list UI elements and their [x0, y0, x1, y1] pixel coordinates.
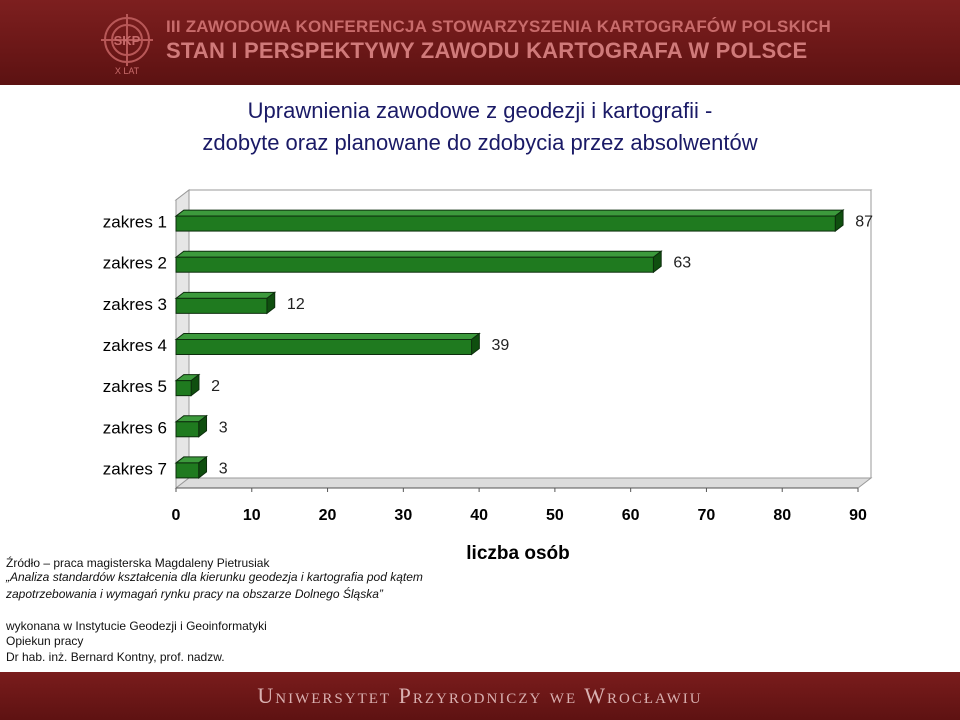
- plot-floor: [174, 477, 873, 489]
- university-name: Uniwersytet Przyrodniczy we Wrocławiu: [257, 683, 703, 708]
- x-tick-label-3: 30: [394, 507, 412, 524]
- category-label-6: zakres 6: [103, 418, 167, 437]
- chart-title-line-1: Uprawnienia zawodowe z geodezji i kartog…: [247, 98, 713, 123]
- source-line-2: „Analiza standardów kształcenia dla kier…: [6, 570, 423, 584]
- source-line-3: zapotrzebowania i wymagań rynku pracy na…: [6, 587, 383, 601]
- x-tick-label-0: 0: [172, 507, 181, 524]
- conference-title: III ZAWODOWA KONFERENCJA STOWARZYSZENIA …: [166, 17, 831, 36]
- chart-title: Uprawnienia zawodowe z geodezji i kartog…: [80, 95, 880, 159]
- source-line-4: wykonana w Instytucie Geodezji i Geoinfo…: [6, 619, 267, 633]
- value-label-4: 39: [492, 337, 510, 354]
- value-label-7: 3: [219, 460, 228, 477]
- category-label-7: zakres 7: [103, 459, 167, 478]
- value-label-1: 87: [855, 214, 873, 231]
- logo-text-top: SKP: [114, 33, 141, 48]
- x-axis-label: liczba osób: [466, 543, 569, 564]
- source-line-6: Dr hab. inż. Bernard Kontny, prof. nadzw…: [6, 650, 225, 664]
- x-tick-label-6: 60: [622, 507, 640, 524]
- bar-6: [175, 421, 200, 438]
- x-tick-label-2: 20: [319, 507, 337, 524]
- bar-4: [175, 339, 473, 355]
- conference-subtitle: STAN I PERSPEKTYWY ZAWODU KARTOGRAFA W P…: [166, 38, 808, 63]
- source-line-1: Źródło – praca magisterska Magdaleny Pie…: [6, 556, 270, 570]
- value-label-5: 2: [211, 378, 220, 395]
- bar-top-2: [174, 250, 663, 258]
- value-label-3: 12: [287, 296, 305, 313]
- x-tick-label-8: 80: [773, 507, 791, 524]
- category-label-2: zakres 2: [103, 254, 167, 273]
- x-tick-label-1: 10: [243, 507, 261, 524]
- category-label-5: zakres 5: [103, 377, 167, 396]
- bar-7: [175, 462, 200, 479]
- bar-3: [175, 297, 268, 314]
- bar-1: [175, 215, 836, 232]
- chart-title-line-2: zdobyte oraz planowane do zdobycia przez…: [202, 130, 758, 155]
- footer-band: [0, 672, 960, 720]
- bar-top-4: [174, 333, 481, 340]
- x-tick-label-9: 90: [849, 507, 867, 524]
- bar-top-3: [174, 291, 277, 299]
- x-tick-label-5: 50: [546, 507, 564, 524]
- category-label-1: zakres 1: [103, 213, 167, 232]
- x-tick-label-4: 40: [470, 507, 488, 524]
- header-band: [0, 0, 960, 85]
- value-label-2: 63: [673, 255, 691, 272]
- bar-5: [175, 380, 192, 397]
- logo-text-bottom: X LAT: [115, 66, 140, 76]
- bar-2: [175, 256, 654, 273]
- category-label-4: zakres 4: [103, 336, 167, 355]
- category-label-3: zakres 3: [103, 295, 167, 314]
- bar-top-1: [174, 209, 845, 217]
- skp-logo-icon: SKP X LAT: [101, 14, 153, 76]
- value-label-6: 3: [219, 419, 228, 436]
- source-line-5: Opiekun pracy: [6, 634, 84, 648]
- x-tick-label-7: 70: [698, 507, 716, 524]
